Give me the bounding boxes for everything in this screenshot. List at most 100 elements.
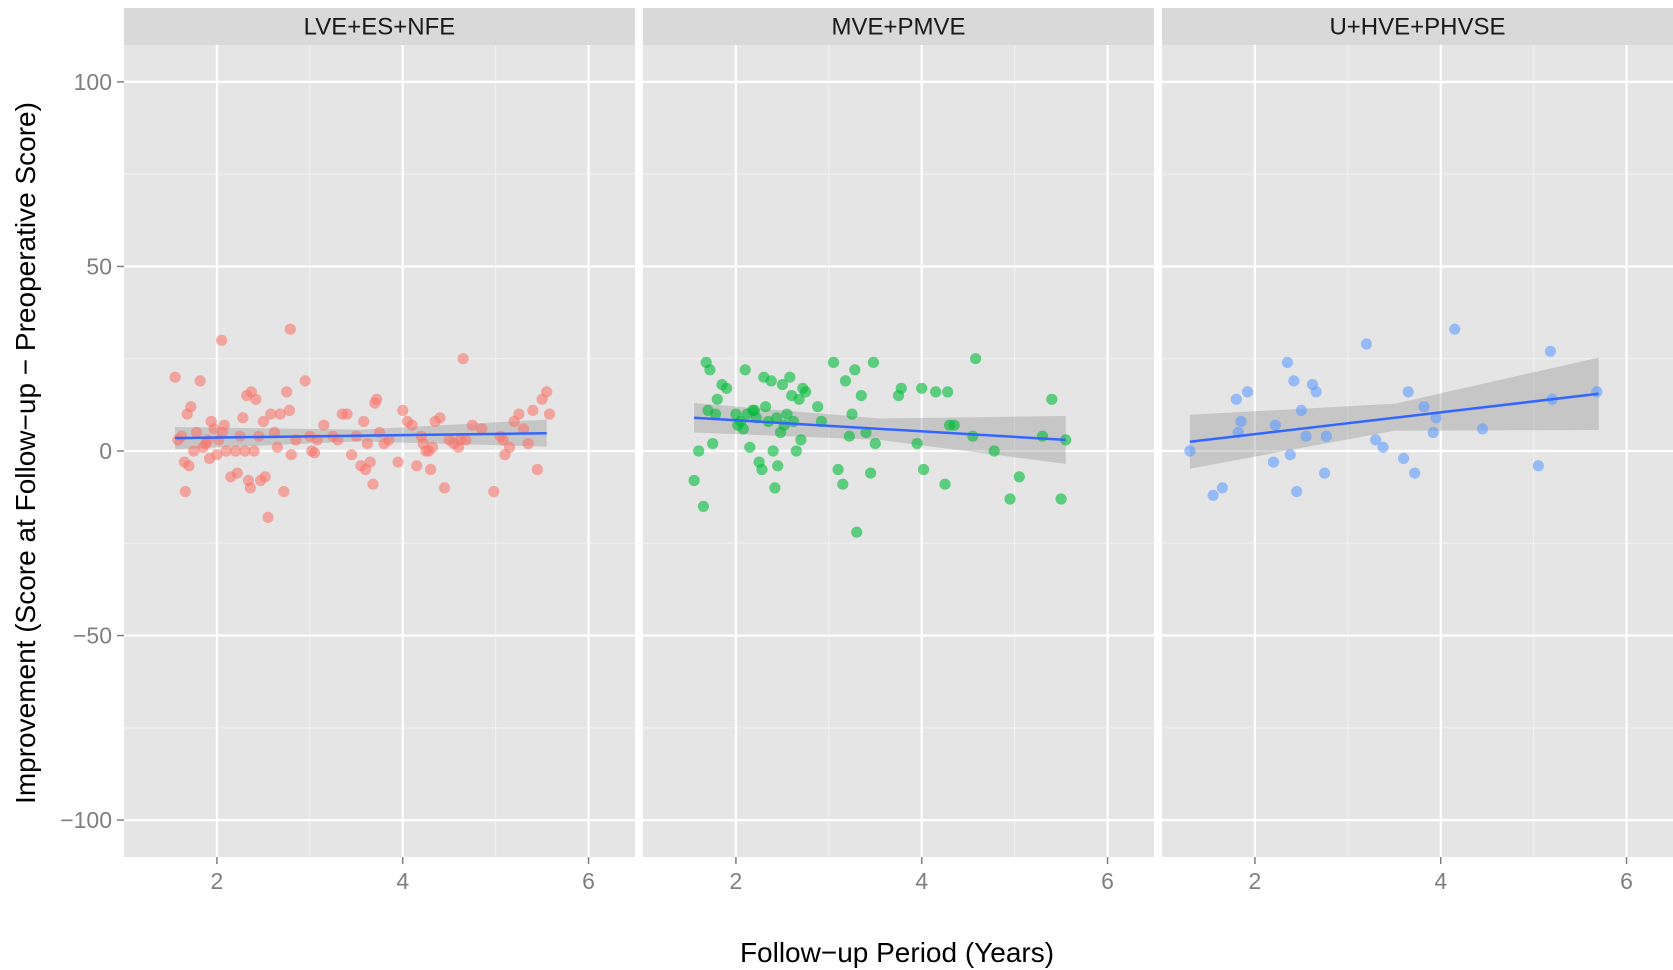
data-point	[1591, 386, 1603, 398]
data-point	[1377, 441, 1389, 453]
data-point	[284, 323, 296, 335]
data-point	[895, 382, 907, 394]
data-point	[397, 404, 409, 416]
data-point	[1295, 404, 1307, 416]
data-point	[460, 434, 472, 446]
data-point	[771, 412, 783, 424]
x-tick-label: 4	[1434, 868, 1447, 894]
data-point	[711, 393, 723, 405]
data-point	[268, 426, 281, 439]
data-point	[202, 434, 214, 446]
data-point	[855, 390, 867, 402]
panel-strip	[1162, 8, 1673, 45]
data-point	[693, 445, 705, 457]
data-point	[769, 482, 781, 494]
panel-1: LVE+ES+NFE	[124, 8, 635, 857]
data-point	[916, 382, 928, 394]
data-point	[776, 379, 789, 391]
data-point	[970, 353, 982, 365]
data-point	[1402, 386, 1414, 398]
data-point	[930, 386, 942, 398]
data-point	[176, 430, 188, 442]
y-axis-title: Improvement (Score at Follow−up − Preope…	[10, 102, 41, 804]
y-tick-label: 100	[74, 69, 112, 95]
data-point	[1319, 467, 1331, 479]
data-point	[800, 386, 812, 398]
data-point	[772, 460, 784, 472]
panel-2: MVE+PMVE	[643, 8, 1154, 857]
data-point	[1409, 467, 1421, 479]
confidence-band	[1189, 357, 1599, 469]
data-point	[760, 401, 772, 413]
data-point	[383, 434, 395, 446]
data-point	[1476, 423, 1489, 435]
y-tick-label: 0	[99, 438, 112, 464]
data-point	[1430, 412, 1442, 424]
data-point	[1216, 482, 1228, 494]
data-point	[194, 375, 206, 387]
data-point	[1300, 430, 1312, 442]
data-point	[756, 463, 768, 476]
data-point	[278, 486, 290, 498]
data-point	[1310, 386, 1322, 398]
data-point	[281, 386, 293, 398]
data-point	[185, 401, 197, 413]
data-point	[839, 375, 852, 387]
data-point	[271, 441, 283, 453]
data-point	[169, 371, 181, 383]
data-point	[860, 426, 872, 439]
x-axes: 2 4 6 2 4 6 2 4 6	[211, 857, 1633, 894]
data-point	[318, 419, 330, 431]
data-point	[1284, 449, 1296, 461]
x-tick-label: 6	[1620, 868, 1633, 894]
data-point	[346, 449, 358, 461]
data-point	[967, 430, 979, 442]
data-point	[688, 474, 700, 487]
data-point	[259, 471, 271, 483]
fit-line	[694, 416, 1066, 442]
data-point	[744, 441, 756, 453]
data-point	[1532, 460, 1544, 472]
data-point	[1207, 489, 1219, 501]
data-point	[188, 445, 200, 457]
data-point	[527, 404, 539, 416]
data-point	[948, 419, 960, 431]
data-point	[1281, 356, 1293, 368]
data-point	[522, 438, 534, 450]
data-point	[767, 445, 779, 457]
data-point	[218, 419, 230, 431]
data-point	[843, 430, 855, 442]
data-point	[1267, 456, 1280, 468]
y-tick-label: −50	[73, 623, 112, 649]
data-point	[1418, 401, 1430, 413]
data-point	[721, 382, 733, 394]
x-tick-label: 2	[1249, 868, 1262, 894]
data-point	[513, 408, 525, 420]
data-point	[1055, 493, 1067, 505]
data-point	[220, 445, 232, 457]
data-point	[262, 511, 274, 523]
fit-line	[1189, 392, 1599, 444]
data-point	[849, 364, 861, 376]
data-point	[285, 449, 297, 461]
data-point	[466, 419, 478, 431]
x-tick-label: 4	[915, 868, 928, 894]
data-point	[1013, 471, 1025, 483]
y-tick-label: −100	[60, 807, 112, 833]
data-point	[361, 438, 373, 450]
data-point	[1269, 419, 1281, 431]
data-point	[1230, 393, 1242, 405]
data-point	[237, 412, 249, 424]
data-point	[827, 356, 840, 368]
data-point	[411, 460, 423, 472]
data-point	[497, 434, 509, 446]
data-point	[367, 478, 379, 490]
data-point	[1544, 345, 1556, 357]
data-point	[869, 438, 881, 450]
panel-strip	[643, 8, 1154, 45]
data-point	[425, 463, 437, 476]
data-point	[765, 375, 777, 387]
data-point	[531, 463, 544, 476]
data-point	[851, 526, 863, 538]
